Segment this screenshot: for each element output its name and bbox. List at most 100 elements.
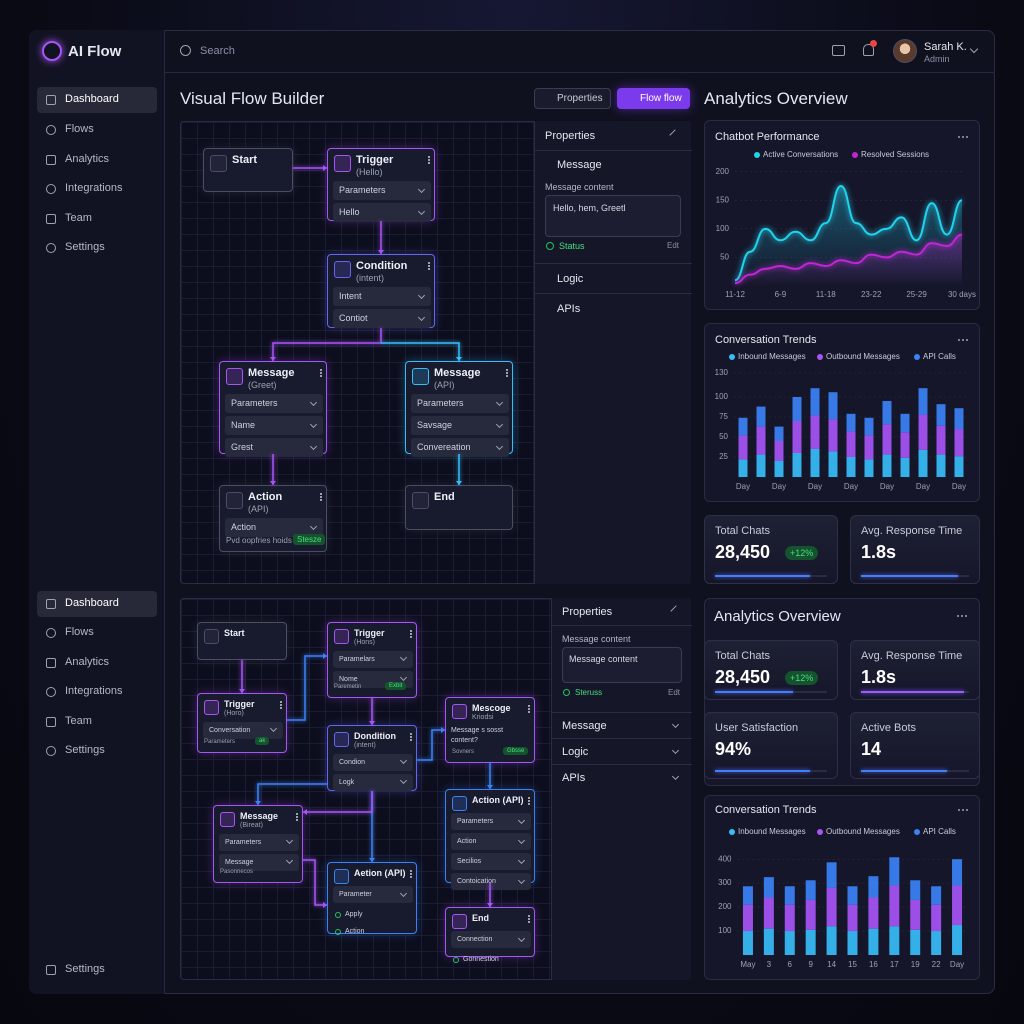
flow-node[interactable]: End xyxy=(405,485,513,530)
node-icon xyxy=(412,492,429,509)
nav-item[interactable]: Settings xyxy=(65,963,105,975)
node-title: Action (API) xyxy=(472,795,524,805)
brand-name: AI Flow xyxy=(68,43,122,60)
search-icon xyxy=(180,45,191,56)
flow-node[interactable]: Start xyxy=(203,148,293,192)
section-title: Visual Flow Builder xyxy=(180,89,325,108)
chat-icon[interactable] xyxy=(832,45,845,56)
node-field: Parameters xyxy=(225,394,323,414)
field-chevron xyxy=(517,836,526,844)
field-chevron xyxy=(495,442,504,450)
user-name: Sarah K. xyxy=(924,41,967,53)
node-footer: Sovners xyxy=(452,749,475,755)
menu-dot xyxy=(966,339,968,341)
menu-dot xyxy=(962,809,964,811)
panel-section[interactable]: Message xyxy=(562,720,607,732)
kpi-progress xyxy=(861,770,948,772)
divider xyxy=(552,625,692,626)
nav-item[interactable]: Settings xyxy=(65,241,105,253)
nav-item[interactable]: Flows xyxy=(65,123,94,135)
kpi-label: Total Chats xyxy=(715,525,771,537)
nav-icon xyxy=(46,628,56,638)
nav-item[interactable]: Settings xyxy=(65,744,105,756)
divider xyxy=(552,712,692,713)
topbar xyxy=(165,30,995,73)
flow-node[interactable]: Message (Bireat) Parameters Message Pasonnec… xyxy=(213,805,303,883)
node-field: Action xyxy=(225,518,323,538)
node-icon xyxy=(334,261,351,278)
nav-icon xyxy=(46,717,56,727)
node-footer: Pasonnecos xyxy=(220,869,254,875)
divider xyxy=(535,293,692,294)
edit-link[interactable]: Edt xyxy=(668,688,681,697)
node-menu xyxy=(528,705,530,713)
nav-icon xyxy=(46,155,56,165)
nav-item[interactable]: Team xyxy=(65,212,92,224)
menu-dot xyxy=(966,136,968,138)
field-chevron xyxy=(417,313,426,321)
kpi-progress xyxy=(715,575,811,577)
properties-panel: Properties Message Message content Hello, h… xyxy=(534,121,692,584)
node-field: Parameters xyxy=(411,394,509,414)
node-menu xyxy=(410,733,412,741)
field-chevron xyxy=(269,725,278,733)
kpi-value: 1.8s xyxy=(861,667,897,687)
flow-node[interactable]: Action (API) Action Pvd oopfries hoids Stesz… xyxy=(219,485,327,552)
nav-item[interactable]: Flows xyxy=(65,626,94,638)
text-area[interactable]: Hello, hem, Greetl xyxy=(545,195,681,237)
menu-dot xyxy=(962,136,964,138)
nav-item[interactable]: Analytics xyxy=(65,153,110,165)
flow-node[interactable]: Trigger (Hello) Parameters Hello xyxy=(327,148,435,223)
flow-node[interactable]: Aetion (API) Parameter Apply Action xyxy=(327,862,417,935)
flow-node[interactable]: Message (API) Parameters Savsage Convereatio… xyxy=(405,361,513,458)
node-subtitle: (API) xyxy=(434,380,455,390)
node-menu xyxy=(280,701,282,709)
divider xyxy=(535,150,692,151)
panel-section[interactable]: Logic xyxy=(562,746,589,758)
bell-icon[interactable] xyxy=(863,44,874,56)
text-area[interactable]: Message content xyxy=(562,647,682,683)
flow-node[interactable]: Action (API) Parameters Action Secilios Cont… xyxy=(445,789,535,890)
panel-section[interactable]: APIs xyxy=(562,772,586,784)
kpi-card: Total Chats 28,450 +12% xyxy=(704,640,838,700)
node-menu xyxy=(320,493,322,501)
flow-node[interactable]: Trigger (Horo) Conversation Parameters ak xyxy=(197,693,287,753)
flow-node[interactable]: Mescoge Kriodsi Message s sosst content? So… xyxy=(445,697,535,763)
nav-item[interactable]: Integrations xyxy=(65,685,123,697)
button[interactable]: Properties xyxy=(534,88,611,109)
panel-title: Properties xyxy=(545,130,596,142)
nav-icon xyxy=(46,214,56,224)
nav-item[interactable]: Analytics xyxy=(65,656,110,668)
card xyxy=(704,323,980,502)
panel-section[interactable]: Logic xyxy=(557,273,584,285)
section-title: Analytics Overview xyxy=(704,89,848,108)
close-icon xyxy=(670,605,682,617)
nav-item[interactable]: Integrations xyxy=(65,182,123,194)
flow-node[interactable]: End Connection Gonnestion xyxy=(445,907,535,963)
nav-item[interactable]: Dashboard xyxy=(65,93,119,105)
status: Steruss xyxy=(575,688,603,697)
nav-item[interactable]: Dashboard xyxy=(65,597,119,609)
search-input[interactable]: Search xyxy=(200,45,235,57)
node-icon xyxy=(334,732,349,747)
flow-node[interactable]: Trigger (Hons) Paramelars Nome Paremetin Exbi… xyxy=(327,622,417,698)
node-menu xyxy=(428,156,430,164)
flow-node[interactable]: Condition (intent) Intent Contiot xyxy=(327,254,435,329)
node-badge: Exbit xyxy=(385,682,407,690)
menu-dot xyxy=(958,339,960,341)
flow-node[interactable]: Dondition (intent) Condion Logk xyxy=(327,725,417,791)
avatar xyxy=(893,39,917,63)
field-chevron xyxy=(399,777,408,785)
kpi-label: Avg. Response Time xyxy=(861,650,963,662)
divider xyxy=(552,764,692,765)
flow-node[interactable]: Message (Greet) Parameters Name Grest xyxy=(219,361,327,458)
card-title: Analytics Overview xyxy=(714,608,841,625)
flow-node[interactable]: Start xyxy=(197,622,287,660)
edit-link[interactable]: Edt xyxy=(667,241,680,250)
nav-item[interactable]: Team xyxy=(65,715,92,727)
kpi-delta: +12% xyxy=(785,671,819,685)
panel-section[interactable]: Message xyxy=(557,159,602,171)
node-subtitle: (Bireat) xyxy=(240,822,263,829)
button[interactable]: Flow flow xyxy=(617,88,690,109)
panel-section[interactable]: APIs xyxy=(557,303,581,315)
